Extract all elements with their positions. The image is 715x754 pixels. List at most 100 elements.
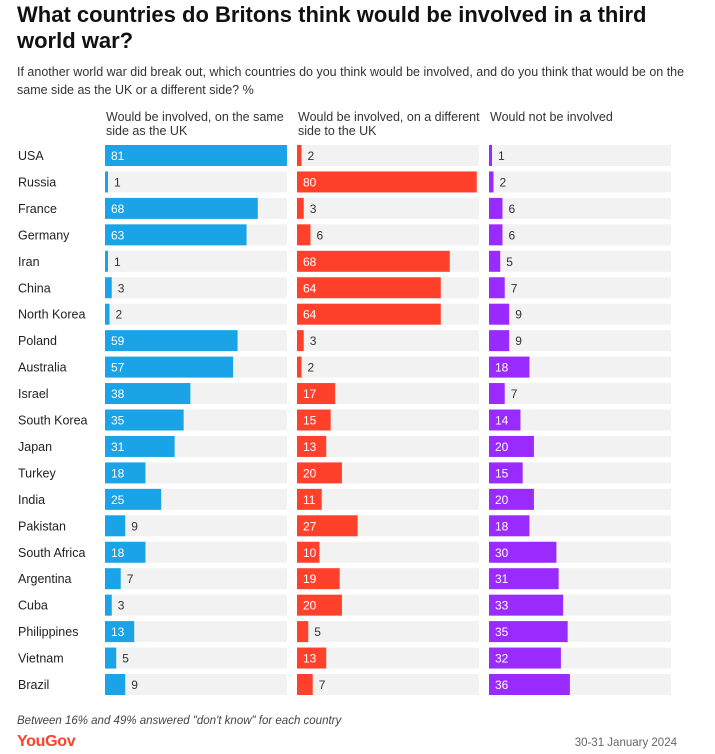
data-label-vietnam-series-2: 13 [303,652,317,666]
bar-russia-series-1 [105,171,108,193]
data-label-argentina-series-2: 19 [303,572,317,586]
bar-japan-series-3 [489,435,534,457]
bar-track [489,356,671,378]
data-label-germany-series-1: 63 [111,228,125,242]
bar-track [489,224,671,246]
bar-cuba-series-1 [105,594,112,616]
bar-north-korea-series-1 [105,303,110,325]
category-label-turkey: Turkey [18,466,56,480]
data-label-france-series-2: 3 [310,202,317,216]
data-label-russia-series-1: 1 [114,175,121,189]
bar-track [489,515,671,537]
data-label-israel-series-1: 38 [111,387,125,401]
bar-france-series-2 [297,197,304,219]
column-header-not-involved: Would not be involved [490,110,613,124]
bar-track [489,435,671,457]
data-label-philippines-series-1: 13 [111,625,125,639]
category-label-china: China [18,281,51,295]
bar-track [297,435,479,457]
bar-germany-series-1 [105,224,247,246]
bar-poland-series-1 [105,330,238,352]
bar-argentina-series-2 [297,568,340,590]
data-label-japan-series-2: 13 [303,440,317,454]
bar-track [297,197,479,219]
data-label-philippines-series-2: 5 [314,625,321,639]
bar-pakistan-series-2 [297,515,358,537]
bar-south-korea-series-2 [297,409,331,431]
bar-south-africa-series-3 [489,541,557,563]
data-label-germany-series-2: 6 [316,228,323,242]
data-label-usa-series-3: 1 [498,149,505,163]
data-label-india-series-2: 11 [303,493,316,507]
category-label-australia: Australia [18,361,67,375]
data-label-south-korea-series-3: 14 [495,414,509,428]
bar-track [105,515,287,537]
category-label-israel: Israel [18,387,49,401]
bar-track [105,647,287,669]
category-label-brazil: Brazil [18,678,49,692]
bar-track [105,250,287,272]
data-label-cuba-series-3: 33 [495,599,509,613]
data-label-china-series-2: 64 [303,281,317,295]
bar-france-series-3 [489,197,503,219]
bar-track [489,488,671,510]
bar-south-korea-series-3 [489,409,521,431]
bar-australia-series-1 [105,356,234,378]
data-label-iran-series-1: 1 [114,255,121,269]
category-label-poland: Poland [18,334,57,348]
category-label-north-korea: North Korea [18,308,85,322]
data-label-russia-series-2: 80 [303,175,317,189]
data-label-vietnam-series-1: 5 [122,652,129,666]
data-label-pakistan-series-2: 27 [303,519,317,533]
data-label-north-korea-series-1: 2 [115,308,122,322]
data-label-germany-series-3: 6 [508,228,515,242]
bar-track [489,250,671,272]
data-label-pakistan-series-3: 18 [495,519,509,533]
yougov-logo: YouGov [17,733,76,750]
bar-south-africa-series-1 [105,541,146,563]
bar-track [105,674,287,695]
bar-poland-series-2 [297,330,304,352]
data-label-turkey-series-1: 18 [111,466,125,480]
category-label-south-africa: South Africa [18,546,85,560]
data-label-vietnam-series-3: 32 [495,652,509,666]
data-label-china-series-1: 3 [118,281,125,295]
bar-track [105,303,287,325]
data-label-iran-series-3: 5 [506,255,513,269]
category-label-japan: Japan [18,440,52,454]
data-label-india-series-3: 20 [495,493,509,507]
data-label-south-korea-series-1: 35 [111,414,125,428]
bar-israel-series-2 [297,383,336,405]
bar-track [297,224,479,246]
data-label-pakistan-series-1: 9 [131,519,138,533]
bar-usa-series-3 [489,145,492,166]
data-label-australia-series-1: 57 [111,361,125,375]
bar-track [297,594,479,616]
bar-track [489,277,671,299]
bar-track [489,197,671,219]
data-label-brazil-series-3: 36 [495,678,509,692]
bar-track [105,541,287,563]
bar-track [297,488,479,510]
data-label-south-africa-series-1: 18 [111,546,125,560]
column-header-same-side: Would be involved, on the same side as t… [106,110,284,138]
bar-australia-series-2 [297,356,302,378]
bar-vietnam-series-1 [105,647,117,669]
bar-track [489,383,671,405]
category-label-iran: Iran [18,255,40,269]
data-label-australia-series-2: 2 [307,361,314,375]
bar-china-series-2 [297,277,441,299]
data-label-poland-series-2: 3 [310,334,317,348]
survey-date: 30-31 January 2024 [574,737,677,749]
bar-china-series-1 [105,277,112,299]
bar-russia-series-2 [297,171,477,193]
bar-track [489,330,671,352]
data-label-usa-series-2: 2 [307,149,314,163]
bar-india-series-1 [105,488,162,510]
column-header-different-side: Would be involved, on a different side t… [298,110,480,138]
data-label-south-korea-series-2: 15 [303,414,317,428]
bar-israel-series-1 [105,383,191,405]
category-label-philippines: Philippines [18,625,78,639]
bar-poland-series-3 [489,330,510,352]
data-label-russia-series-3: 2 [499,175,506,189]
